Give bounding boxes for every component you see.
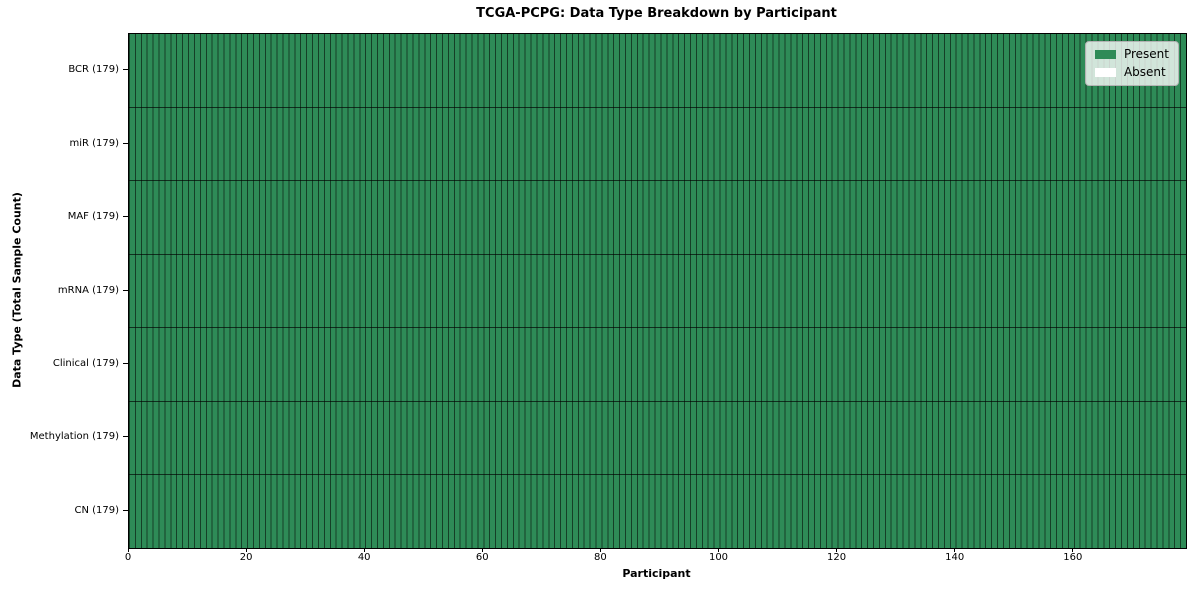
y-tick-label-Clinical: Clinical (179) [52, 357, 119, 369]
y-tick-mark [123, 142, 128, 144]
x-tick-label-20: 20 [239, 552, 253, 563]
x-tick-label-100: 100 [708, 552, 729, 563]
x-tick-mark [718, 548, 719, 552]
heatmap-row-Clinical [129, 328, 1186, 402]
x-tick-mark [127, 548, 129, 552]
x-tick-mark [836, 548, 838, 552]
x-tick-mark [599, 548, 601, 552]
y-tick-label-mRNA: mRNA (179) [57, 284, 119, 296]
x-tick-label-0: 0 [124, 552, 132, 563]
legend-label: Absent [1123, 65, 1166, 79]
chart-title: TCGA-PCPG: Data Type Breakdown by Partic… [476, 6, 837, 21]
legend-entry-present: Present [1094, 47, 1169, 61]
y-tick-label-CN: CN (179) [74, 504, 119, 516]
x-tick-label-140: 140 [945, 552, 965, 563]
heatmap-row-mRNA [129, 254, 1186, 329]
y-tick-mark [123, 509, 128, 511]
legend-label: Present [1123, 47, 1169, 61]
x-tick-label-40: 40 [357, 552, 371, 563]
y-tick-mark [123, 436, 128, 438]
x-tick-mark [245, 548, 247, 552]
y-tick-label-Methylation: Methylation (179) [29, 431, 119, 443]
legend-swatch-absent [1094, 68, 1116, 77]
heatmap-row-miR [129, 107, 1186, 182]
y-tick-mark [123, 69, 128, 71]
heatmap-row-BCR [129, 34, 1186, 108]
x-tick-label-120: 120 [827, 552, 847, 563]
x-axis-label: Participant [622, 567, 691, 580]
plot-area: Present Absent [128, 33, 1187, 549]
legend-swatch-present [1094, 50, 1116, 59]
heatmap-row-CN [129, 475, 1186, 549]
legend-entry-absent: Absent [1094, 65, 1169, 79]
x-tick-mark [1072, 548, 1074, 552]
x-tick-label-60: 60 [475, 552, 489, 563]
x-tick-label-160: 160 [1063, 552, 1083, 563]
x-tick-label-80: 80 [594, 552, 607, 563]
y-tick-label-miR: miR (179) [69, 137, 119, 149]
heatmap-row-Methylation [129, 401, 1186, 476]
y-tick-label-BCR: BCR (179) [68, 64, 119, 76]
y-tick-label-MAF: MAF (179) [67, 211, 119, 223]
legend: Present Absent [1084, 41, 1179, 86]
x-tick-mark [954, 548, 956, 552]
heatmap-row-MAF [129, 181, 1186, 255]
x-tick-mark [363, 548, 365, 552]
x-tick-mark [481, 548, 483, 552]
y-tick-mark [123, 289, 128, 291]
y-tick-mark [123, 362, 128, 364]
y-tick-mark [123, 216, 128, 218]
heatmap-grid [129, 34, 1186, 549]
